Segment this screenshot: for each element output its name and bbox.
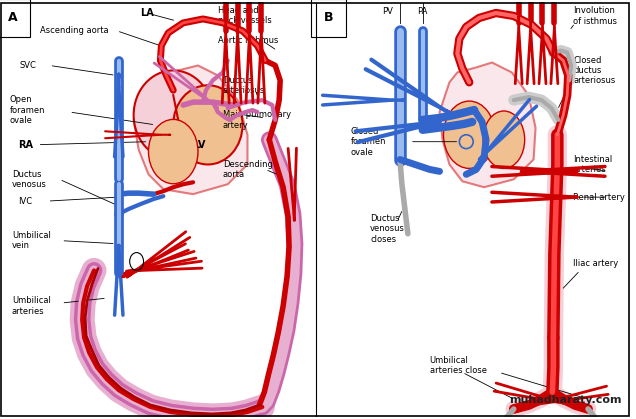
Text: RV: RV xyxy=(163,169,178,179)
Text: Intestinal
arteries: Intestinal arteries xyxy=(573,155,612,174)
Ellipse shape xyxy=(483,111,525,168)
Ellipse shape xyxy=(173,85,242,165)
Text: Closed
ductus
arteriosus: Closed ductus arteriosus xyxy=(573,55,616,85)
Text: RA: RA xyxy=(18,140,33,150)
Text: A: A xyxy=(8,11,18,24)
Text: Umbilical
arteries close: Umbilical arteries close xyxy=(430,356,487,375)
Text: Umbilical
vein: Umbilical vein xyxy=(12,231,51,251)
Text: Closed
foramen
ovale: Closed foramen ovale xyxy=(350,127,386,157)
Text: LV: LV xyxy=(193,140,205,150)
Text: B: B xyxy=(324,11,333,24)
Ellipse shape xyxy=(134,70,213,160)
Text: SVC: SVC xyxy=(20,61,37,70)
Text: Open
foramen
ovale: Open foramen ovale xyxy=(10,95,45,125)
Text: Renal artery: Renal artery xyxy=(573,193,625,202)
Polygon shape xyxy=(439,62,536,187)
Text: Ascending aorta: Ascending aorta xyxy=(39,26,108,35)
Text: Involution
of isthmus: Involution of isthmus xyxy=(573,6,617,26)
Text: Ductus
venosus: Ductus venosus xyxy=(12,170,47,189)
Polygon shape xyxy=(134,65,247,194)
Text: Ductus
venosus
closes: Ductus venosus closes xyxy=(370,214,405,244)
Text: IVC: IVC xyxy=(18,197,32,206)
Text: Ductus
arteriosus: Ductus arteriosus xyxy=(223,75,265,95)
Text: Aortic isthmus: Aortic isthmus xyxy=(218,36,278,45)
Text: PA: PA xyxy=(417,7,428,16)
Ellipse shape xyxy=(443,101,495,168)
Text: muhadharaty.com: muhadharaty.com xyxy=(509,395,621,405)
Text: Head and
neck vessels: Head and neck vessels xyxy=(218,6,272,26)
Text: Descending
aorta: Descending aorta xyxy=(223,160,273,179)
Text: Umbilical
arteries: Umbilical arteries xyxy=(12,296,51,316)
Text: PV: PV xyxy=(382,7,392,16)
Text: LA: LA xyxy=(141,8,155,18)
Text: Iliac artery: Iliac artery xyxy=(573,259,618,268)
Ellipse shape xyxy=(148,119,198,184)
Text: Main pulmonary
artery: Main pulmonary artery xyxy=(223,110,291,129)
